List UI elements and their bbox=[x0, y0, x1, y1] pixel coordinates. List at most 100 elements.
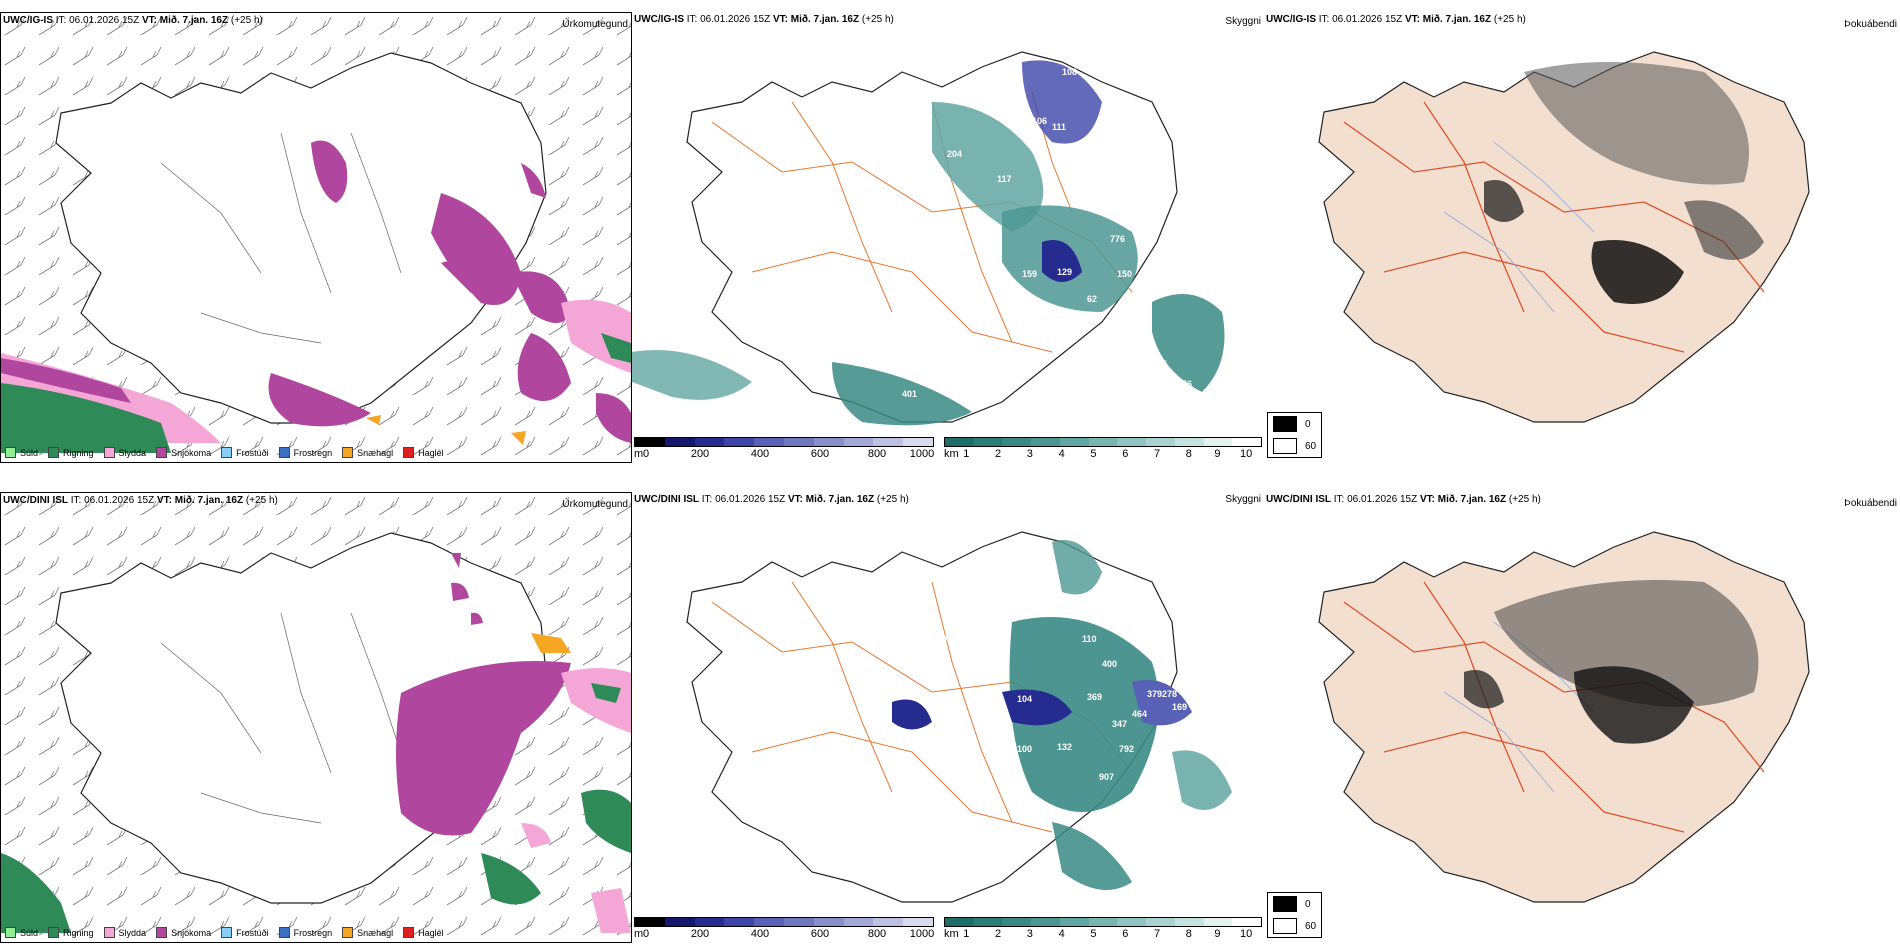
km-tick: 10 bbox=[1239, 448, 1253, 460]
km-tick: 3 bbox=[1026, 448, 1033, 460]
km-tick: 7 bbox=[1153, 448, 1161, 460]
km-tick: 7 bbox=[1153, 928, 1161, 940]
vis-label: 792 bbox=[1119, 744, 1134, 754]
height-tick: 400 bbox=[750, 448, 770, 460]
km-tick: 2 bbox=[994, 448, 1002, 460]
fog-map-top bbox=[1318, 51, 1810, 423]
precip-legend-top: Súld Rigning Slydda Snjókoma Frostúði Fr… bbox=[5, 447, 444, 458]
vis-label: 96 bbox=[1230, 419, 1240, 429]
legend-item: Snæhagl bbox=[342, 927, 393, 938]
precip-header-bottom: UWC/DINI ISL IT: 06.01.2026 15Z VT: Mið.… bbox=[3, 495, 278, 506]
vis-label: 876 bbox=[1177, 379, 1192, 389]
legend-item: Snjókoma bbox=[156, 927, 211, 938]
vis-label: 204 bbox=[947, 149, 962, 159]
legend-item: Slydda bbox=[103, 927, 146, 938]
fog-header-top: UWC/IG-IS IT: 06.01.2026 15Z VT: Mið. 7.… bbox=[1266, 14, 1526, 25]
vis-label: 44 bbox=[1187, 884, 1197, 894]
km-tick: 4 bbox=[1058, 928, 1065, 940]
height-tick: 1000 bbox=[909, 928, 935, 940]
visibility-title-top: Skyggni bbox=[1225, 16, 1261, 27]
fog-title-bottom: Þokuábendi bbox=[1844, 498, 1897, 509]
fog-legend-top: 0 60 bbox=[1267, 412, 1323, 458]
vis-label: 400 bbox=[1102, 659, 1117, 669]
legend-item: Haglél bbox=[403, 447, 444, 458]
legend-item: Snæhagl bbox=[342, 447, 393, 458]
vis-label: 100 bbox=[1017, 744, 1032, 754]
vis-label: 97 bbox=[1222, 392, 1232, 402]
vis-label: 74 bbox=[1062, 604, 1072, 614]
fog-panel-top: UWC/IG-IS IT: 06.01.2026 15Z VT: Mið. 7.… bbox=[1264, 12, 1900, 463]
height-tick: 200 bbox=[690, 448, 710, 460]
km-tick: 3 bbox=[1026, 928, 1033, 940]
vis-label: 278 bbox=[1162, 689, 1177, 699]
height-tick: 0 bbox=[642, 928, 650, 940]
vis-label: 159 bbox=[1022, 269, 1037, 279]
vis-label: 108 bbox=[1062, 67, 1077, 77]
km-unit: km bbox=[944, 928, 959, 940]
visibility-map-top: 108 106 111 204 117 131 129 159 150 516 … bbox=[632, 51, 1240, 429]
vis-label: 106 bbox=[1032, 116, 1047, 126]
precip-title-bottom: Úrkomutegund bbox=[562, 499, 628, 510]
legend-item: Frostúði bbox=[221, 927, 269, 938]
vis-label: 169 bbox=[1172, 702, 1187, 712]
vis-label: 11 bbox=[1222, 364, 1232, 374]
vis-label: 91 bbox=[942, 634, 952, 644]
km-tick: 8 bbox=[1185, 928, 1192, 940]
fog-legend-bottom: 0 60 bbox=[1267, 892, 1323, 938]
vis-label: 5 bbox=[1162, 359, 1167, 369]
visibility-map-bottom: 74 110 91 105 156 104 400 94 100 132 347… bbox=[686, 531, 1232, 903]
iceland-outline bbox=[1318, 531, 1810, 903]
height-colorbar-bottom: m 0 200 400 600 800 1000 bbox=[634, 917, 934, 941]
km-tick: 10 bbox=[1239, 928, 1253, 940]
visibility-header-bottom: UWC/DINI ISL IT: 06.01.2026 15Z VT: Mið.… bbox=[634, 494, 909, 505]
vis-label: 155 bbox=[1052, 814, 1067, 824]
height-tick: 600 bbox=[810, 928, 830, 940]
legend-item: Frostregn bbox=[278, 927, 332, 938]
vis-label: 104 bbox=[1017, 694, 1032, 704]
precip-map-top bbox=[1, 13, 631, 462]
km-tick: 2 bbox=[994, 928, 1002, 940]
fog-panel-bottom: UWC/DINI ISL IT: 06.01.2026 15Z VT: Mið.… bbox=[1264, 492, 1900, 943]
legend-item: Rigning bbox=[48, 447, 94, 458]
visibility-title-bottom: Skyggni bbox=[1225, 494, 1261, 505]
legend-item: Rigning bbox=[48, 927, 94, 938]
legend-item: Súld bbox=[5, 927, 38, 938]
height-unit: m bbox=[634, 928, 644, 940]
vis-label: 831 bbox=[1062, 334, 1077, 344]
vis-label: 94 bbox=[950, 724, 960, 734]
precip-panel-top: UWC/IG-IS IT: 06.01.2026 15Z VT: Mið. 7.… bbox=[0, 12, 632, 463]
km-colorbar-bottom: km 1 2 3 4 5 6 7 8 9 10 bbox=[944, 917, 1262, 941]
visibility-header-top: UWC/IG-IS IT: 06.01.2026 15Z VT: Mið. 7.… bbox=[634, 14, 894, 25]
precip-panel-bottom: UWC/DINI ISL IT: 06.01.2026 15Z VT: Mið.… bbox=[0, 492, 632, 943]
height-unit: m bbox=[634, 448, 644, 460]
vis-label: 105 bbox=[957, 654, 972, 664]
height-tick: 800 bbox=[867, 928, 887, 940]
km-tick: 6 bbox=[1122, 928, 1129, 940]
legend-item: Slydda bbox=[103, 447, 146, 458]
vis-label: 131 bbox=[942, 244, 957, 254]
legend-item: Súld bbox=[5, 447, 38, 458]
vis-label: 401 bbox=[902, 389, 917, 399]
vis-label: 907 bbox=[1099, 772, 1114, 782]
km-tick: 8 bbox=[1185, 448, 1192, 460]
km-tick: 6 bbox=[1122, 448, 1129, 460]
km-tick: 4 bbox=[1058, 448, 1065, 460]
vis-label: 347 bbox=[1112, 719, 1127, 729]
km-tick: 9 bbox=[1214, 448, 1221, 460]
precip-legend-bottom: Súld Rigning Slydda Snjókoma Frostúði Fr… bbox=[5, 927, 444, 938]
legend-item: Snjókoma bbox=[156, 447, 211, 458]
vis-label: 1 bbox=[1102, 204, 1107, 214]
km-tick: 9 bbox=[1214, 928, 1221, 940]
vis-label: 110 bbox=[1082, 634, 1097, 644]
fog-header-bottom: UWC/DINI ISL IT: 06.01.2026 15Z VT: Mið.… bbox=[1266, 494, 1541, 505]
fog-title-top: Þokuábendi bbox=[1844, 19, 1897, 30]
legend-item: Frostúði bbox=[221, 447, 269, 458]
km-colorbar-top: km 1 2 3 4 5 6 7 8 9 10 bbox=[944, 437, 1262, 461]
vis-label: 369 bbox=[1087, 692, 1102, 702]
fog-map-bottom bbox=[1318, 531, 1810, 903]
vis-label: 132 bbox=[1057, 742, 1072, 752]
visibility-labels-bottom: 74 110 91 105 156 104 400 94 100 132 347… bbox=[942, 604, 1197, 894]
vis-label: 117 bbox=[997, 174, 1012, 184]
legend-item: Haglél bbox=[403, 927, 444, 938]
height-tick: 0 bbox=[642, 448, 650, 460]
